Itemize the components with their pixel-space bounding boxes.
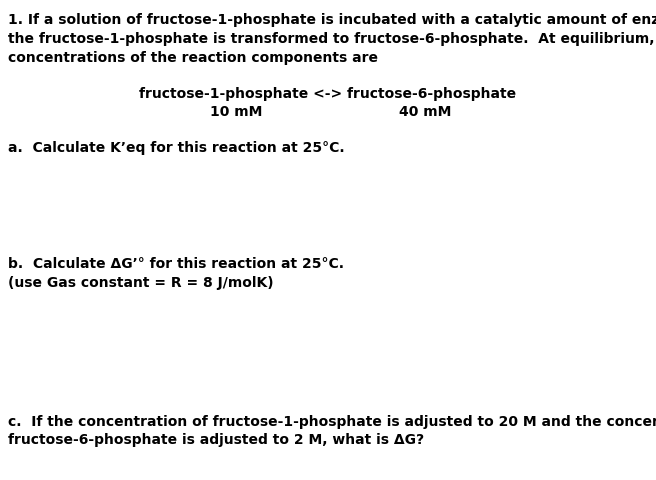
Text: 1. If a solution of fructose-1-phosphate is incubated with a catalytic amount of: 1. If a solution of fructose-1-phosphate… [8, 13, 656, 27]
Text: fructose-6-phosphate is adjusted to 2 M, what is ΔG?: fructose-6-phosphate is adjusted to 2 M,… [8, 432, 424, 446]
Text: 40 mM: 40 mM [399, 105, 451, 119]
Text: fructose-1-phosphate <-> fructose-6-phosphate: fructose-1-phosphate <-> fructose-6-phos… [140, 86, 516, 100]
Text: 10 mM: 10 mM [210, 105, 262, 119]
Text: concentrations of the reaction components are: concentrations of the reaction component… [8, 51, 378, 65]
Text: the fructose-1-phosphate is transformed to fructose-6-phosphate.  At equilibrium: the fructose-1-phosphate is transformed … [8, 32, 656, 46]
Text: b.  Calculate ΔG’° for this reaction at 25°C.: b. Calculate ΔG’° for this reaction at 2… [8, 257, 344, 271]
Text: a.  Calculate K’eq for this reaction at 25°C.: a. Calculate K’eq for this reaction at 2… [8, 141, 344, 155]
Text: c.  If the concentration of fructose-1-phosphate is adjusted to 20 M and the con: c. If the concentration of fructose-1-ph… [8, 414, 656, 428]
Text: (use Gas constant = R = 8 J/molK): (use Gas constant = R = 8 J/molK) [8, 276, 274, 289]
